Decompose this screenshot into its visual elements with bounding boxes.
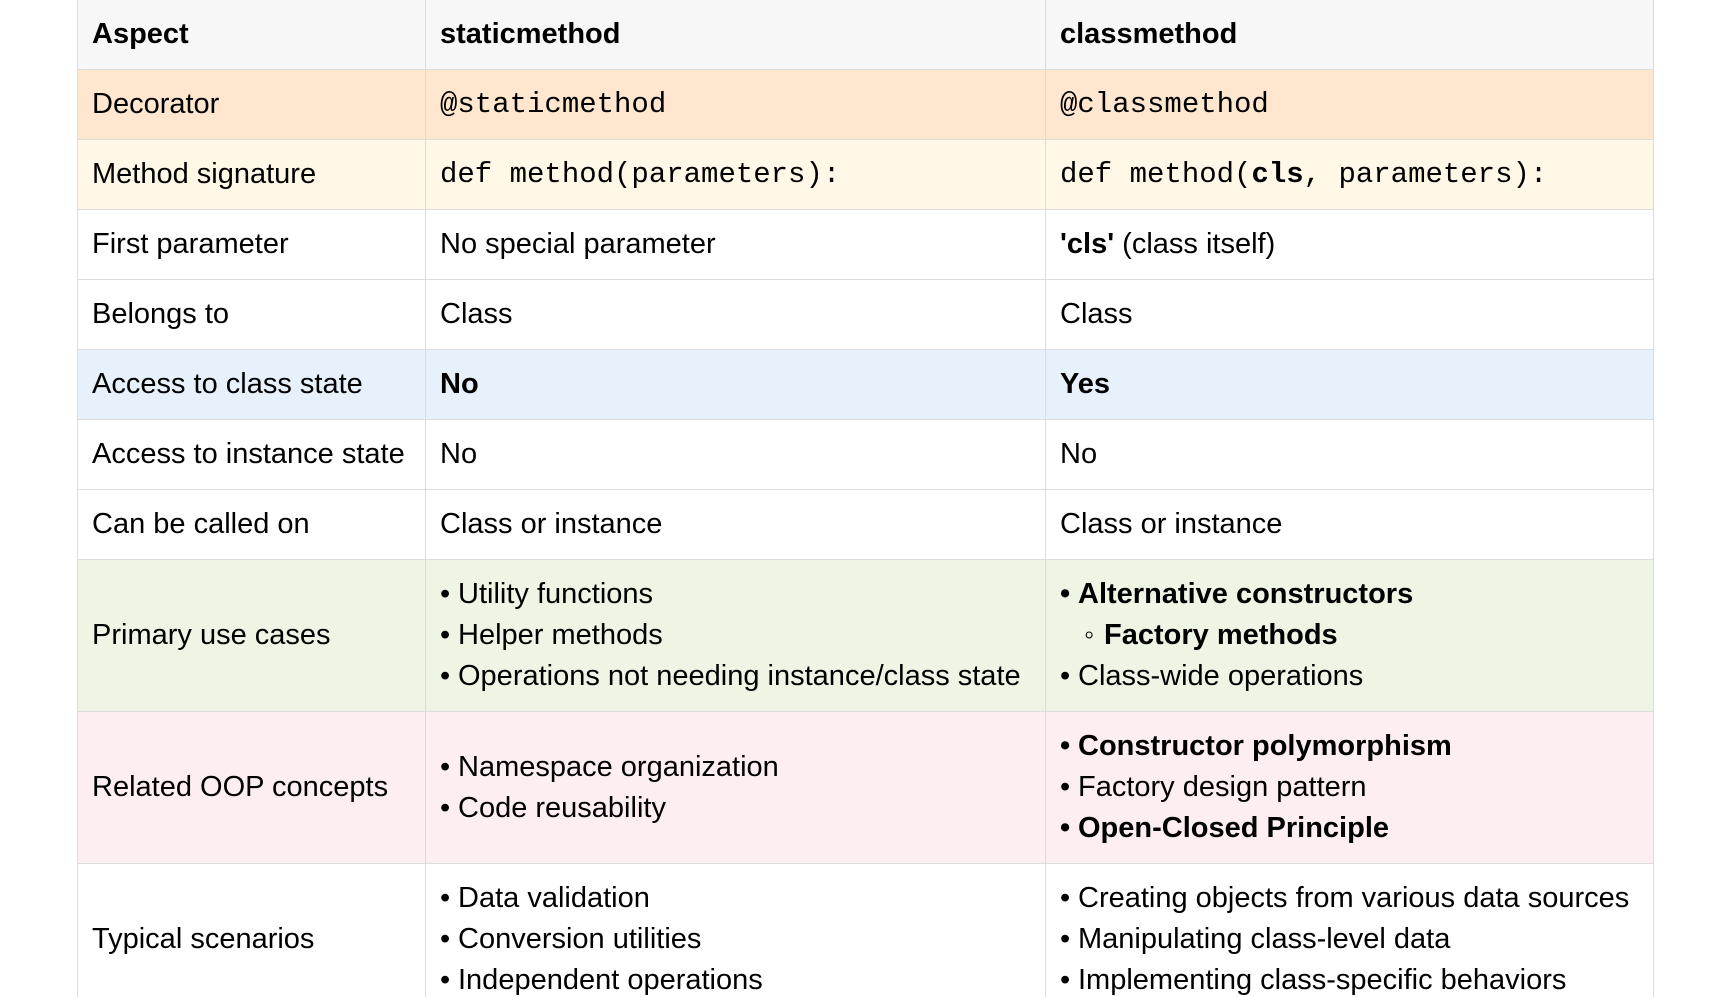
row-label: Access to instance state bbox=[77, 419, 426, 490]
cls-term: 'cls' bbox=[1060, 228, 1115, 260]
sub-list-item: Factory methods bbox=[1060, 615, 1639, 656]
class-belongs-to: Class bbox=[1045, 279, 1654, 350]
header-classmethod: classmethod bbox=[1045, 0, 1654, 70]
bullet-list: Data validation Conversion utilities Ind… bbox=[440, 878, 1031, 997]
header-aspect: Aspect bbox=[77, 0, 426, 70]
signature-prefix: def method( bbox=[1060, 158, 1252, 191]
static-signature-code: def method(parameters): bbox=[425, 139, 1046, 210]
row-typical-scenarios: Typical scenarios Data validation Conver… bbox=[77, 863, 1654, 997]
row-called-on: Can be called on Class or instance Class… bbox=[77, 489, 1654, 560]
class-use-cases: Alternative constructors Factory methods… bbox=[1045, 559, 1654, 712]
row-signature: Method signature def method(parameters):… bbox=[77, 139, 1654, 210]
row-label: Can be called on bbox=[77, 489, 426, 560]
bullet-list: Constructor polymorphism Factory design … bbox=[1060, 726, 1639, 849]
static-first-parameter: No special parameter bbox=[425, 209, 1046, 280]
list-item: Constructor polymorphism bbox=[1060, 726, 1639, 767]
row-related-oop-concepts: Related OOP concepts Namespace organizat… bbox=[77, 711, 1654, 864]
row-access-class-state: Access to class state No Yes bbox=[77, 349, 1654, 420]
list-item: Alternative constructors bbox=[1060, 574, 1639, 615]
list-item: Code reusability bbox=[440, 788, 1031, 829]
comparison-table: Aspect staticmethod classmethod Decorato… bbox=[77, 0, 1654, 997]
row-belongs-to: Belongs to Class Class bbox=[77, 279, 1654, 350]
static-belongs-to: Class bbox=[425, 279, 1046, 350]
list-item: Namespace organization bbox=[440, 747, 1031, 788]
row-label: Method signature bbox=[77, 139, 426, 210]
list-item: Creating objects from various data sourc… bbox=[1060, 878, 1639, 919]
signature-suffix: , parameters): bbox=[1303, 158, 1548, 191]
list-item: Independent operations bbox=[440, 960, 1031, 997]
class-first-parameter: 'cls' (class itself) bbox=[1045, 209, 1654, 280]
row-primary-use-cases: Primary use cases Utility functions Help… bbox=[77, 559, 1654, 712]
row-label: First parameter bbox=[77, 209, 426, 280]
row-label: Primary use cases bbox=[77, 559, 426, 712]
row-label: Access to class state bbox=[77, 349, 426, 420]
list-item: Helper methods bbox=[440, 615, 1031, 656]
row-access-instance-state: Access to instance state No No bbox=[77, 419, 1654, 490]
list-item: Factory design pattern bbox=[1060, 767, 1639, 808]
bullet-list: Namespace organization Code reusability bbox=[440, 747, 1031, 829]
signature-cls: cls bbox=[1251, 158, 1304, 191]
list-item: Manipulating class-level data bbox=[1060, 919, 1639, 960]
list-item: Utility functions bbox=[440, 574, 1031, 615]
bullet-list: Alternative constructors Factory methods… bbox=[1060, 574, 1639, 697]
list-item: Conversion utilities bbox=[440, 919, 1031, 960]
header-staticmethod: staticmethod bbox=[425, 0, 1046, 70]
list-item: Open-Closed Principle bbox=[1060, 808, 1639, 849]
class-decorator-code: @classmethod bbox=[1045, 69, 1654, 140]
static-scenarios: Data validation Conversion utilities Ind… bbox=[425, 863, 1046, 997]
bullet-list: Utility functions Helper methods Operati… bbox=[440, 574, 1031, 697]
list-item: Data validation bbox=[440, 878, 1031, 919]
class-scenarios: Creating objects from various data sourc… bbox=[1045, 863, 1654, 997]
class-called-on: Class or instance bbox=[1045, 489, 1654, 560]
row-decorator: Decorator @staticmethod @classmethod bbox=[77, 69, 1654, 140]
static-use-cases: Utility functions Helper methods Operati… bbox=[425, 559, 1046, 712]
list-item: Operations not needing instance/class st… bbox=[440, 656, 1031, 697]
header-row: Aspect staticmethod classmethod bbox=[77, 0, 1654, 70]
static-oop-concepts: Namespace organization Code reusability bbox=[425, 711, 1046, 864]
row-label: Related OOP concepts bbox=[77, 711, 426, 864]
bullet-list: Creating objects from various data sourc… bbox=[1060, 878, 1639, 997]
row-label: Decorator bbox=[77, 69, 426, 140]
class-signature-code: def method(cls, parameters): bbox=[1045, 139, 1654, 210]
row-label: Belongs to bbox=[77, 279, 426, 350]
static-access-class-state: No bbox=[425, 349, 1046, 420]
list-item: Class-wide operations bbox=[1060, 656, 1639, 697]
cls-description: (class itself) bbox=[1114, 228, 1276, 260]
comparison-table-container: Aspect staticmethod classmethod Decorato… bbox=[77, 0, 1654, 997]
class-access-class-state: Yes bbox=[1045, 349, 1654, 420]
class-access-instance-state: No bbox=[1045, 419, 1654, 490]
row-label: Typical scenarios bbox=[77, 863, 426, 997]
static-access-instance-state: No bbox=[425, 419, 1046, 490]
static-called-on: Class or instance bbox=[425, 489, 1046, 560]
row-first-parameter: First parameter No special parameter 'cl… bbox=[77, 209, 1654, 280]
list-item: Implementing class-specific behaviors bbox=[1060, 960, 1639, 997]
static-decorator-code: @staticmethod bbox=[425, 69, 1046, 140]
class-oop-concepts: Constructor polymorphism Factory design … bbox=[1045, 711, 1654, 864]
